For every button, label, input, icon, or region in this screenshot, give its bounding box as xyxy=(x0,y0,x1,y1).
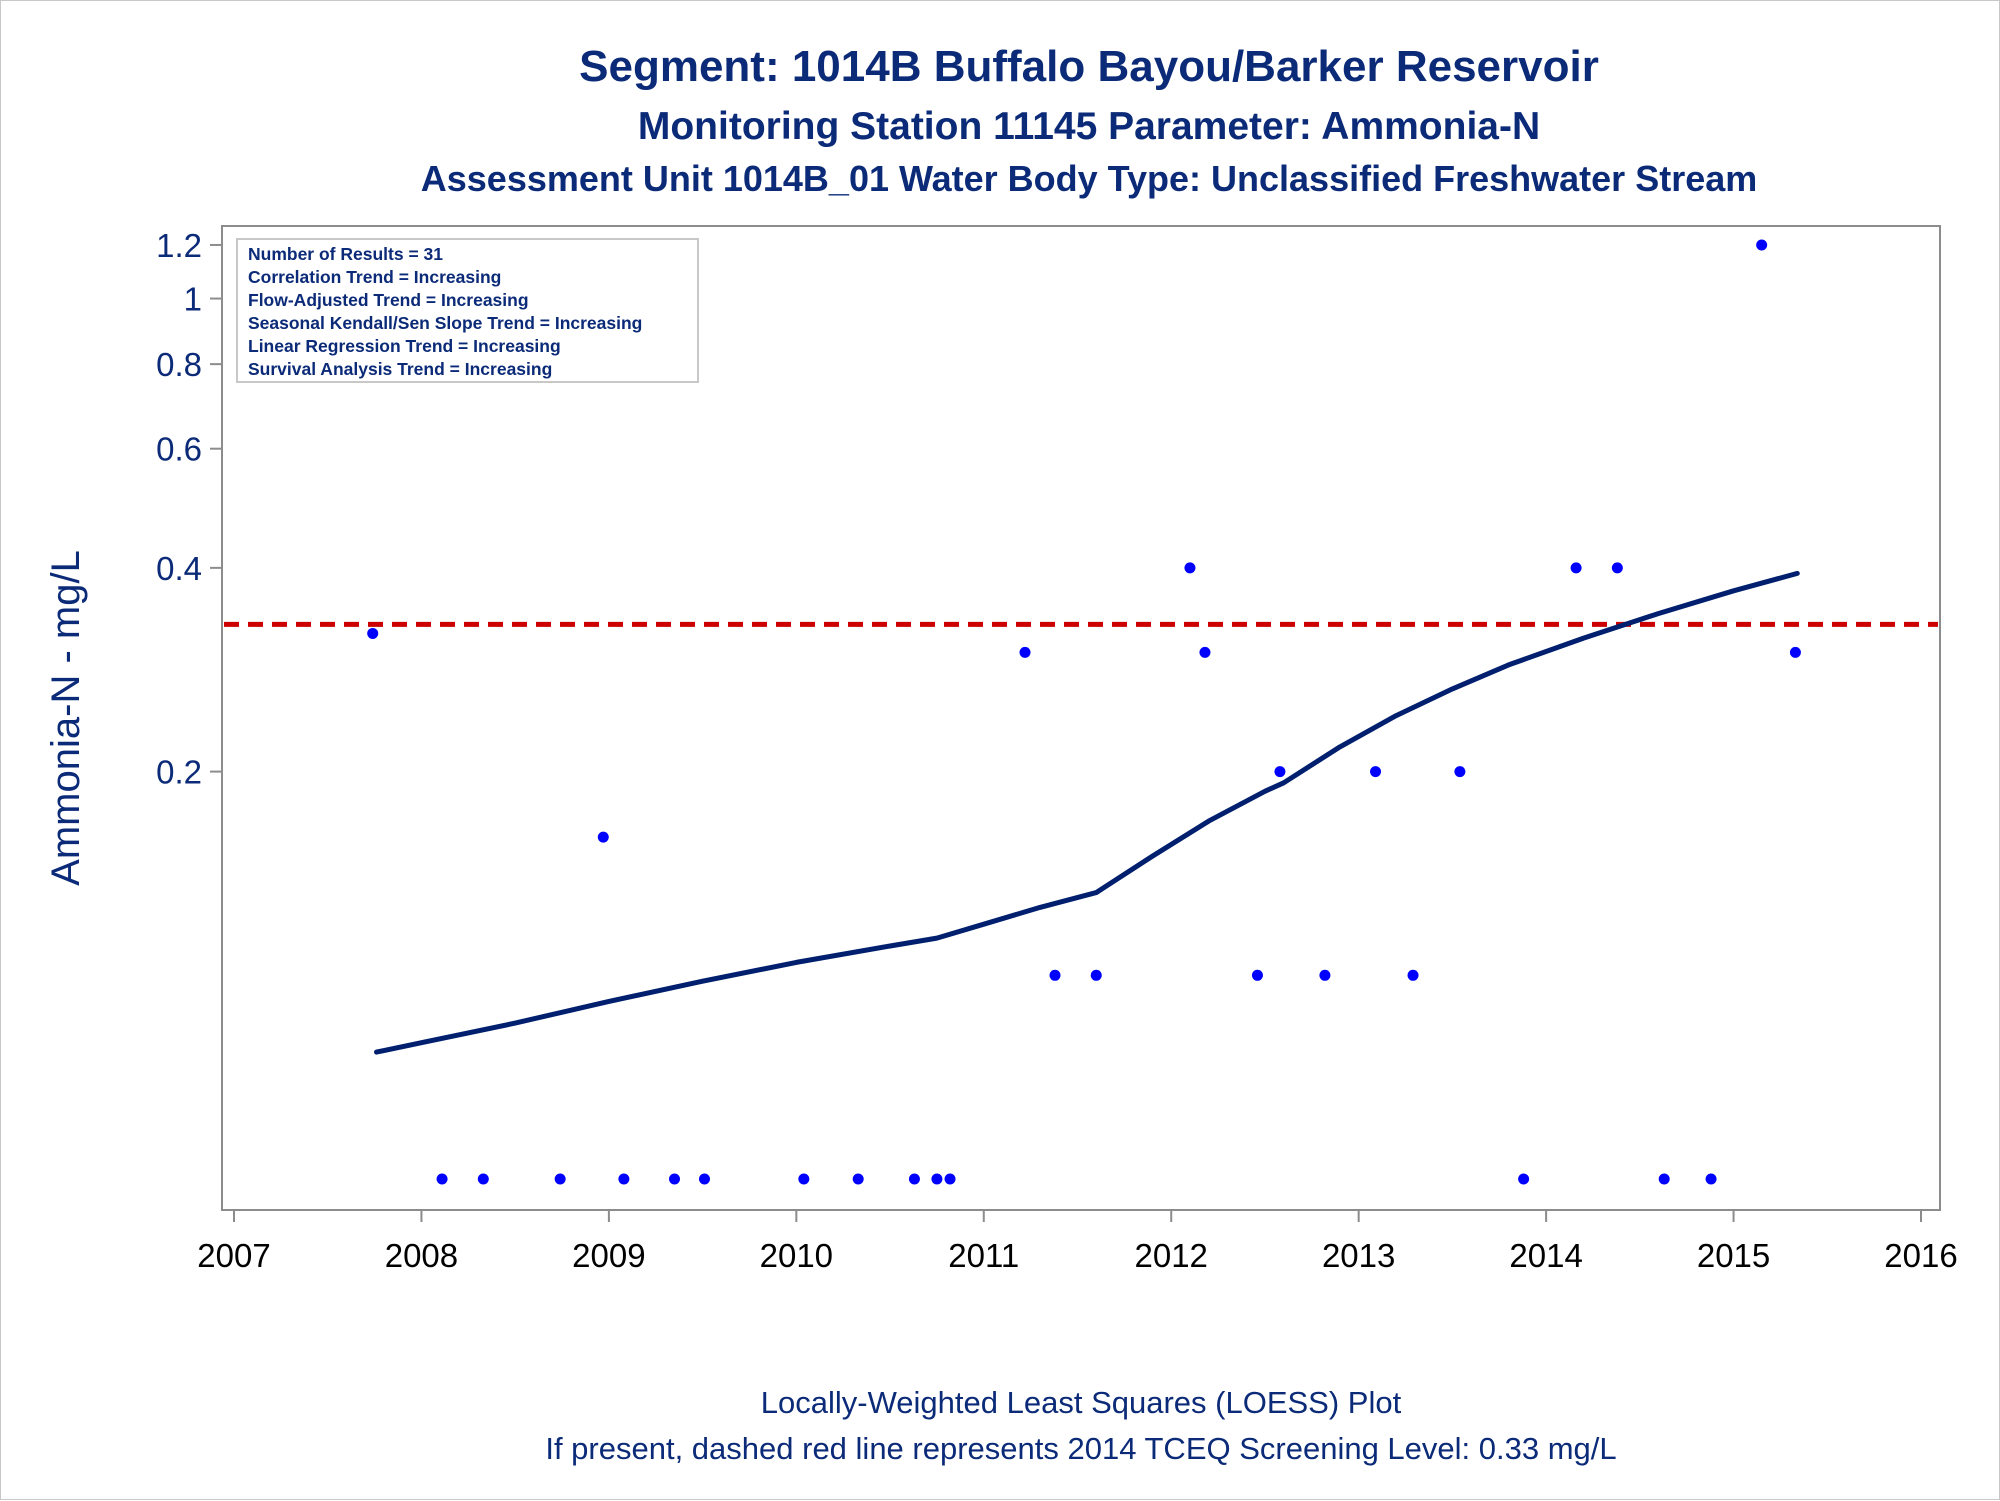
y-tick-label: 0.8 xyxy=(156,346,202,383)
footnote-line-2: If present, dashed red line represents 2… xyxy=(545,1431,1616,1466)
y-tick-label: 1 xyxy=(184,281,202,318)
plot-area xyxy=(221,225,1941,1211)
data-point xyxy=(944,1173,956,1185)
x-tick-label: 2013 xyxy=(1322,1237,1395,1274)
stats-box: Number of Results = 31 Correlation Trend… xyxy=(236,238,699,383)
x-axis-ticks: 2007 2008 2009 2010 2011 2012 2013 2014 2015 2016 xyxy=(197,1210,1958,1274)
stats-line: Flow-Adjusted Trend = Increasing xyxy=(248,290,529,310)
data-point xyxy=(1705,1173,1717,1185)
stats-line: Linear Regression Trend = Increasing xyxy=(248,336,561,356)
data-point xyxy=(1199,646,1211,658)
stats-line: Number of Results = 31 xyxy=(248,244,443,264)
stats-line: Survival Analysis Trend = Increasing xyxy=(248,359,552,379)
chart-title-line-1: Segment: 1014B Buffalo Bayou/Barker Rese… xyxy=(579,42,1599,91)
data-point xyxy=(1090,969,1102,981)
x-tick-label: 2011 xyxy=(948,1237,1019,1274)
x-tick-label: 2008 xyxy=(385,1237,458,1274)
y-tick-label: 0.4 xyxy=(156,550,202,587)
data-point xyxy=(852,1173,864,1185)
footnote-line-1: Locally-Weighted Least Squares (LOESS) P… xyxy=(761,1385,1402,1420)
stats-line: Seasonal Kendall/Sen Slope Trend = Incre… xyxy=(248,313,642,333)
y-tick-label: 1.2 xyxy=(156,227,202,264)
data-point xyxy=(1274,766,1286,778)
data-point xyxy=(1611,562,1623,574)
data-point xyxy=(1319,969,1331,981)
data-point xyxy=(618,1173,630,1185)
data-point xyxy=(1049,969,1061,981)
data-point xyxy=(1756,239,1768,251)
data-point xyxy=(798,1173,810,1185)
x-tick-label: 2007 xyxy=(197,1237,270,1274)
data-point xyxy=(1251,969,1263,981)
data-point xyxy=(554,1173,566,1185)
data-point xyxy=(668,1173,680,1185)
y-axis-label: Ammonia-N - mg/L xyxy=(44,550,88,886)
data-points xyxy=(367,239,1801,1185)
data-point xyxy=(477,1173,489,1185)
data-point xyxy=(1370,766,1382,778)
data-point xyxy=(1019,646,1031,658)
x-tick-label: 2010 xyxy=(760,1237,833,1274)
data-point xyxy=(367,627,379,639)
x-tick-label: 2012 xyxy=(1135,1237,1208,1274)
stats-box-border xyxy=(236,238,699,383)
data-point xyxy=(908,1173,920,1185)
loess-trend-line xyxy=(374,570,1800,1055)
data-point xyxy=(436,1173,448,1185)
stats-line: Correlation Trend = Increasing xyxy=(248,267,501,287)
x-tick-label: 2015 xyxy=(1697,1237,1770,1274)
data-point xyxy=(931,1173,943,1185)
data-point xyxy=(1518,1173,1530,1185)
y-axis-ticks: 0.2 0.4 0.6 0.8 1 1.2 xyxy=(156,227,222,791)
chart-title-line-3: Assessment Unit 1014B_01 Water Body Type… xyxy=(421,158,1758,199)
y-tick-label: 0.2 xyxy=(156,754,202,791)
data-point xyxy=(698,1173,710,1185)
data-point xyxy=(597,831,609,843)
y-tick-label: 0.6 xyxy=(156,431,202,468)
x-tick-label: 2014 xyxy=(1509,1237,1582,1274)
data-point xyxy=(1454,766,1466,778)
x-tick-label: 2009 xyxy=(572,1237,645,1274)
data-point xyxy=(1658,1173,1670,1185)
data-point xyxy=(1789,646,1801,658)
data-point xyxy=(1407,969,1419,981)
x-tick-label: 2016 xyxy=(1884,1237,1957,1274)
data-point xyxy=(1570,562,1582,574)
chart-title-line-2: Monitoring Station 11145 Parameter: Ammo… xyxy=(638,105,1540,148)
data-point xyxy=(1184,562,1196,574)
